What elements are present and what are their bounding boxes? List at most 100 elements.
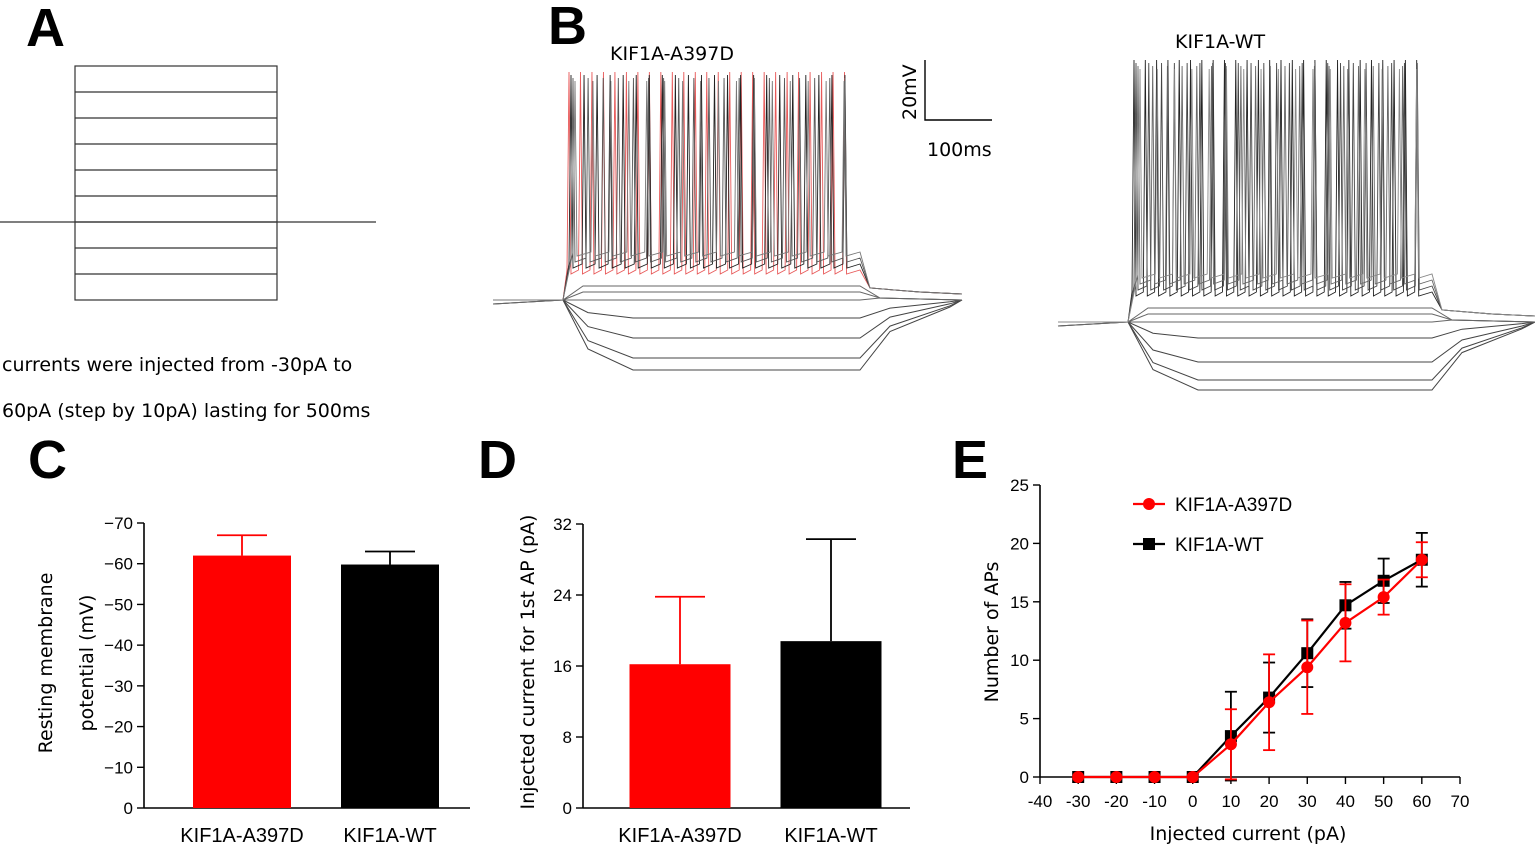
protocol-frame [74, 65, 278, 301]
spiking-trace [493, 74, 963, 301]
data-point [1301, 661, 1314, 674]
legend-marker-wt [1143, 538, 1155, 550]
trace-title-wt: KIF1A-WT [1175, 31, 1266, 53]
y-tick-label: 32 [553, 515, 572, 534]
panel-e-letter: E [952, 430, 988, 490]
category-label: KIF1A-WT [784, 825, 877, 847]
x-tick-label: -30 [1066, 792, 1091, 811]
scale-voltage-label: 20mV [899, 64, 921, 120]
y-tick-label: 24 [553, 586, 572, 605]
x-tick-label: 20 [1260, 792, 1279, 811]
spiking-trace [1058, 59, 1535, 323]
trace-title-mutant: KIF1A-A397D [610, 43, 734, 65]
data-point [1110, 771, 1123, 783]
d-ylabel: Injected current for 1st AP (pA) [517, 515, 539, 810]
data-point [1224, 738, 1237, 751]
data-point [1186, 771, 1199, 783]
y-tick-label: −60 [104, 555, 133, 574]
y-tick-label: 20 [1010, 534, 1029, 553]
panel-d-letter: D [478, 430, 517, 490]
category-label: KIF1A-WT [343, 825, 436, 847]
e-legend: KIF1A-A397D KIF1A-WT [1133, 495, 1292, 556]
bar [193, 555, 291, 808]
x-tick-label: 10 [1221, 792, 1240, 811]
hyperpolarizing-trace [493, 299, 963, 359]
x-tick-label: 40 [1336, 792, 1355, 811]
data-point [1263, 696, 1276, 709]
y-tick-label: −40 [104, 636, 133, 655]
bar [341, 564, 439, 808]
data-point [1148, 771, 1161, 783]
e-ylabel: Number of APs [981, 562, 1003, 703]
y-tick-label: 0 [1020, 768, 1029, 787]
x-tick-label: -10 [1142, 792, 1167, 811]
y-tick-label: −30 [104, 677, 133, 696]
voltage-traces-mutant [492, 71, 963, 371]
e-xlabel: Injected current (pA) [1150, 823, 1347, 845]
x-tick-label: 70 [1451, 792, 1470, 811]
c-ylabel-line-1: Resting membrane [35, 573, 57, 754]
bar [629, 664, 731, 808]
chart-d: D Injected current for 1st AP (pA) 0 8 16 2… [478, 430, 910, 847]
y-tick-label: 25 [1010, 476, 1029, 495]
spiking-trace [493, 71, 963, 301]
spiking-trace [1058, 65, 1535, 323]
data-point [1415, 553, 1428, 566]
protocol-note-line-1: currents were injected from -30pA to [2, 354, 352, 376]
scale-time-label: 100ms [927, 139, 992, 161]
data-point [1072, 771, 1085, 783]
bar [780, 641, 882, 808]
panel-a: A currents were injected from -30pA to 6… [0, 0, 376, 422]
y-tick-label: 16 [553, 657, 572, 676]
x-tick-label: 0 [1188, 792, 1197, 811]
x-tick-label: 30 [1298, 792, 1317, 811]
panel-b: B KIF1A-A397D KIF1A-WT 20mV 100ms [492, 0, 1535, 391]
hyperpolarizing-trace [493, 299, 963, 319]
y-tick-label: −10 [104, 758, 133, 777]
x-tick-label: 50 [1374, 792, 1393, 811]
scale-bar-lines [924, 60, 992, 121]
x-tick-label: -40 [1028, 792, 1053, 811]
y-tick-label: 10 [1010, 651, 1029, 670]
hyperpolarizing-trace [1058, 321, 1535, 391]
y-tick-label: 15 [1010, 593, 1029, 612]
c-ylabel-line-2: potential (mV) [76, 595, 98, 732]
hyperpolarizing-trace [1058, 321, 1535, 381]
subthreshold-trace [1057, 307, 1535, 327]
y-tick-label: 5 [1020, 710, 1029, 729]
category-label: KIF1A-A397D [180, 825, 303, 847]
spiking-trace [493, 77, 963, 301]
hyperpolarizing-trace [1058, 321, 1535, 363]
data-point [1377, 591, 1390, 604]
category-label: KIF1A-A397D [618, 825, 741, 847]
y-tick-label: 0 [563, 799, 572, 818]
panel-b-letter: B [548, 0, 587, 56]
subthreshold-trace [492, 285, 963, 305]
y-tick-label: 8 [563, 728, 572, 747]
hyperpolarizing-trace [493, 299, 963, 339]
x-tick-label: -20 [1104, 792, 1129, 811]
hyperpolarizing-trace [1058, 321, 1535, 339]
chart-e: E Number of APs Injected current (pA) KI… [952, 430, 1469, 845]
panel-a-letter: A [26, 0, 65, 58]
legend-marker-mutant [1143, 498, 1155, 510]
legend-label-mutant: KIF1A-A397D [1175, 495, 1292, 516]
spiking-trace [1058, 68, 1535, 323]
series-line [1078, 558, 1423, 779]
data-point [1339, 616, 1352, 629]
y-tick-label: −20 [104, 718, 133, 737]
stimulus-protocol [0, 65, 376, 301]
voltage-traces-wt [1057, 59, 1535, 391]
protocol-steps [75, 91, 277, 275]
y-tick-label: −50 [104, 595, 133, 614]
chart-c: C Resting membrane potential (mV) 0 −10 −2… [28, 430, 470, 847]
protocol-note-line-2: 60pA (step by 10pA) lasting for 500ms [2, 400, 370, 422]
legend-label-wt: KIF1A-WT [1175, 535, 1264, 556]
y-tick-label: 0 [124, 799, 133, 818]
scale-bar: 20mV 100ms [899, 60, 992, 161]
y-tick-label: −70 [104, 514, 133, 533]
hyperpolarizing-trace [493, 299, 963, 371]
series-line [1078, 558, 1423, 779]
x-tick-label: 60 [1412, 792, 1431, 811]
